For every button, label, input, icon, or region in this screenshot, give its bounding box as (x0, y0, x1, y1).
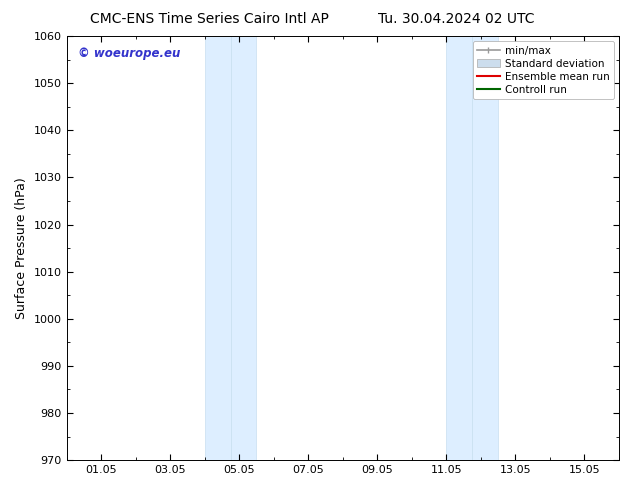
Text: CMC-ENS Time Series Cairo Intl AP: CMC-ENS Time Series Cairo Intl AP (90, 12, 328, 26)
Bar (231, 36, 256, 460)
Bar (205, 36, 231, 460)
Text: © woeurope.eu: © woeurope.eu (77, 47, 180, 60)
Bar (446, 36, 472, 460)
Text: Tu. 30.04.2024 02 UTC: Tu. 30.04.2024 02 UTC (378, 12, 534, 26)
Bar (472, 36, 498, 460)
Y-axis label: Surface Pressure (hPa): Surface Pressure (hPa) (15, 177, 28, 319)
Legend: min/max, Standard deviation, Ensemble mean run, Controll run: min/max, Standard deviation, Ensemble me… (472, 41, 614, 99)
